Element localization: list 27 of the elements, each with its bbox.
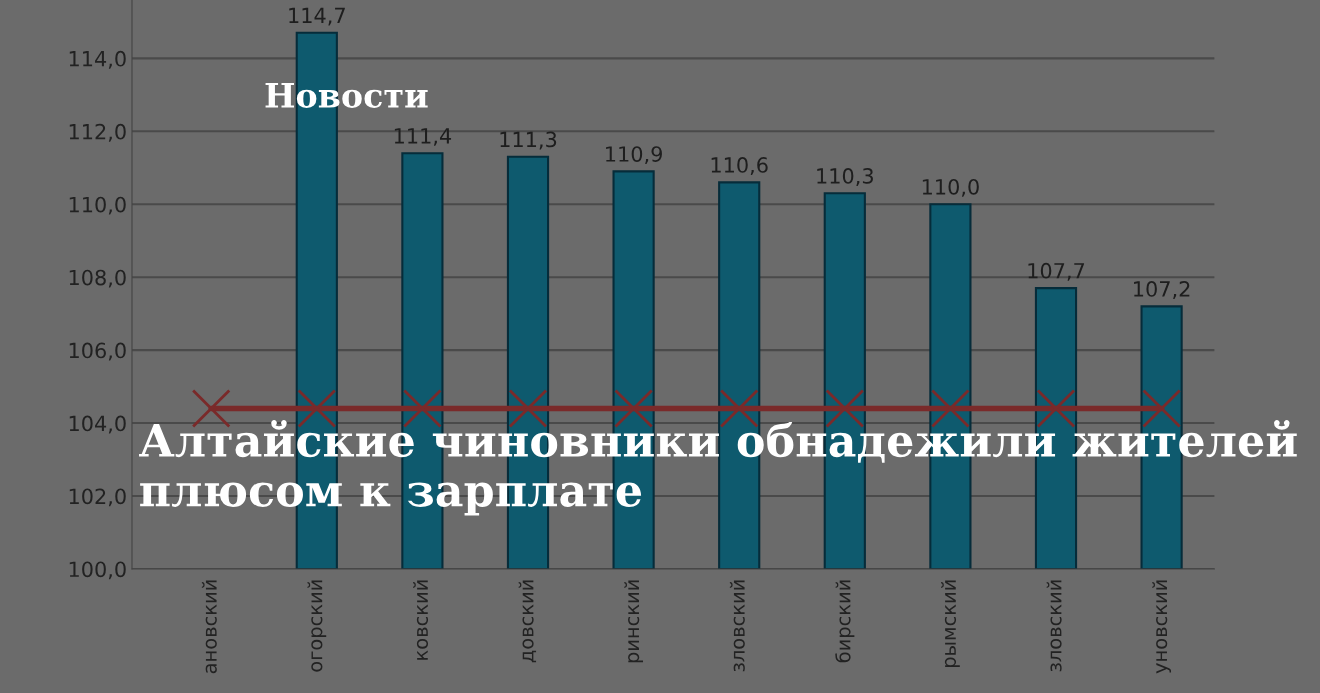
data-label: 111,4: [394, 128, 452, 146]
y-tick-label: 106,0: [69, 342, 126, 361]
data-label: 110,3: [817, 168, 873, 186]
x-tick-label: зловский: [729, 580, 745, 672]
data-label: 107,2: [1134, 281, 1190, 299]
y-tick-label: 112,0: [69, 123, 126, 142]
data-label: 111,3: [500, 131, 557, 150]
y-tick-label: 100,0: [69, 561, 126, 580]
x-tick-label: бирский: [835, 580, 855, 663]
y-tick-label: 102,0: [69, 488, 126, 507]
x-tick-label: ринский: [624, 580, 644, 663]
x-tick-label: рымский: [941, 580, 960, 667]
x-tick-label: зловский: [1046, 580, 1062, 672]
data-label: 110,0: [922, 178, 979, 197]
y-tick-label: 108,0: [69, 269, 126, 288]
y-tick-label: 114,0: [69, 50, 126, 69]
x-tick-label: довский: [518, 580, 537, 663]
x-tick-label: ковский: [413, 580, 429, 660]
data-label: 110,6: [711, 157, 768, 175]
data-label: 107,7: [1028, 262, 1085, 281]
data-label: 110,9: [606, 146, 662, 165]
x-tick-label: ановский: [201, 580, 217, 674]
x-tick-label: огорский: [307, 580, 327, 672]
y-tick-label: 110,0: [69, 196, 126, 215]
x-tick-label: уновский: [1152, 580, 1172, 674]
data-label: 114,7: [289, 7, 345, 26]
y-tick-label: 104,0: [69, 415, 126, 434]
